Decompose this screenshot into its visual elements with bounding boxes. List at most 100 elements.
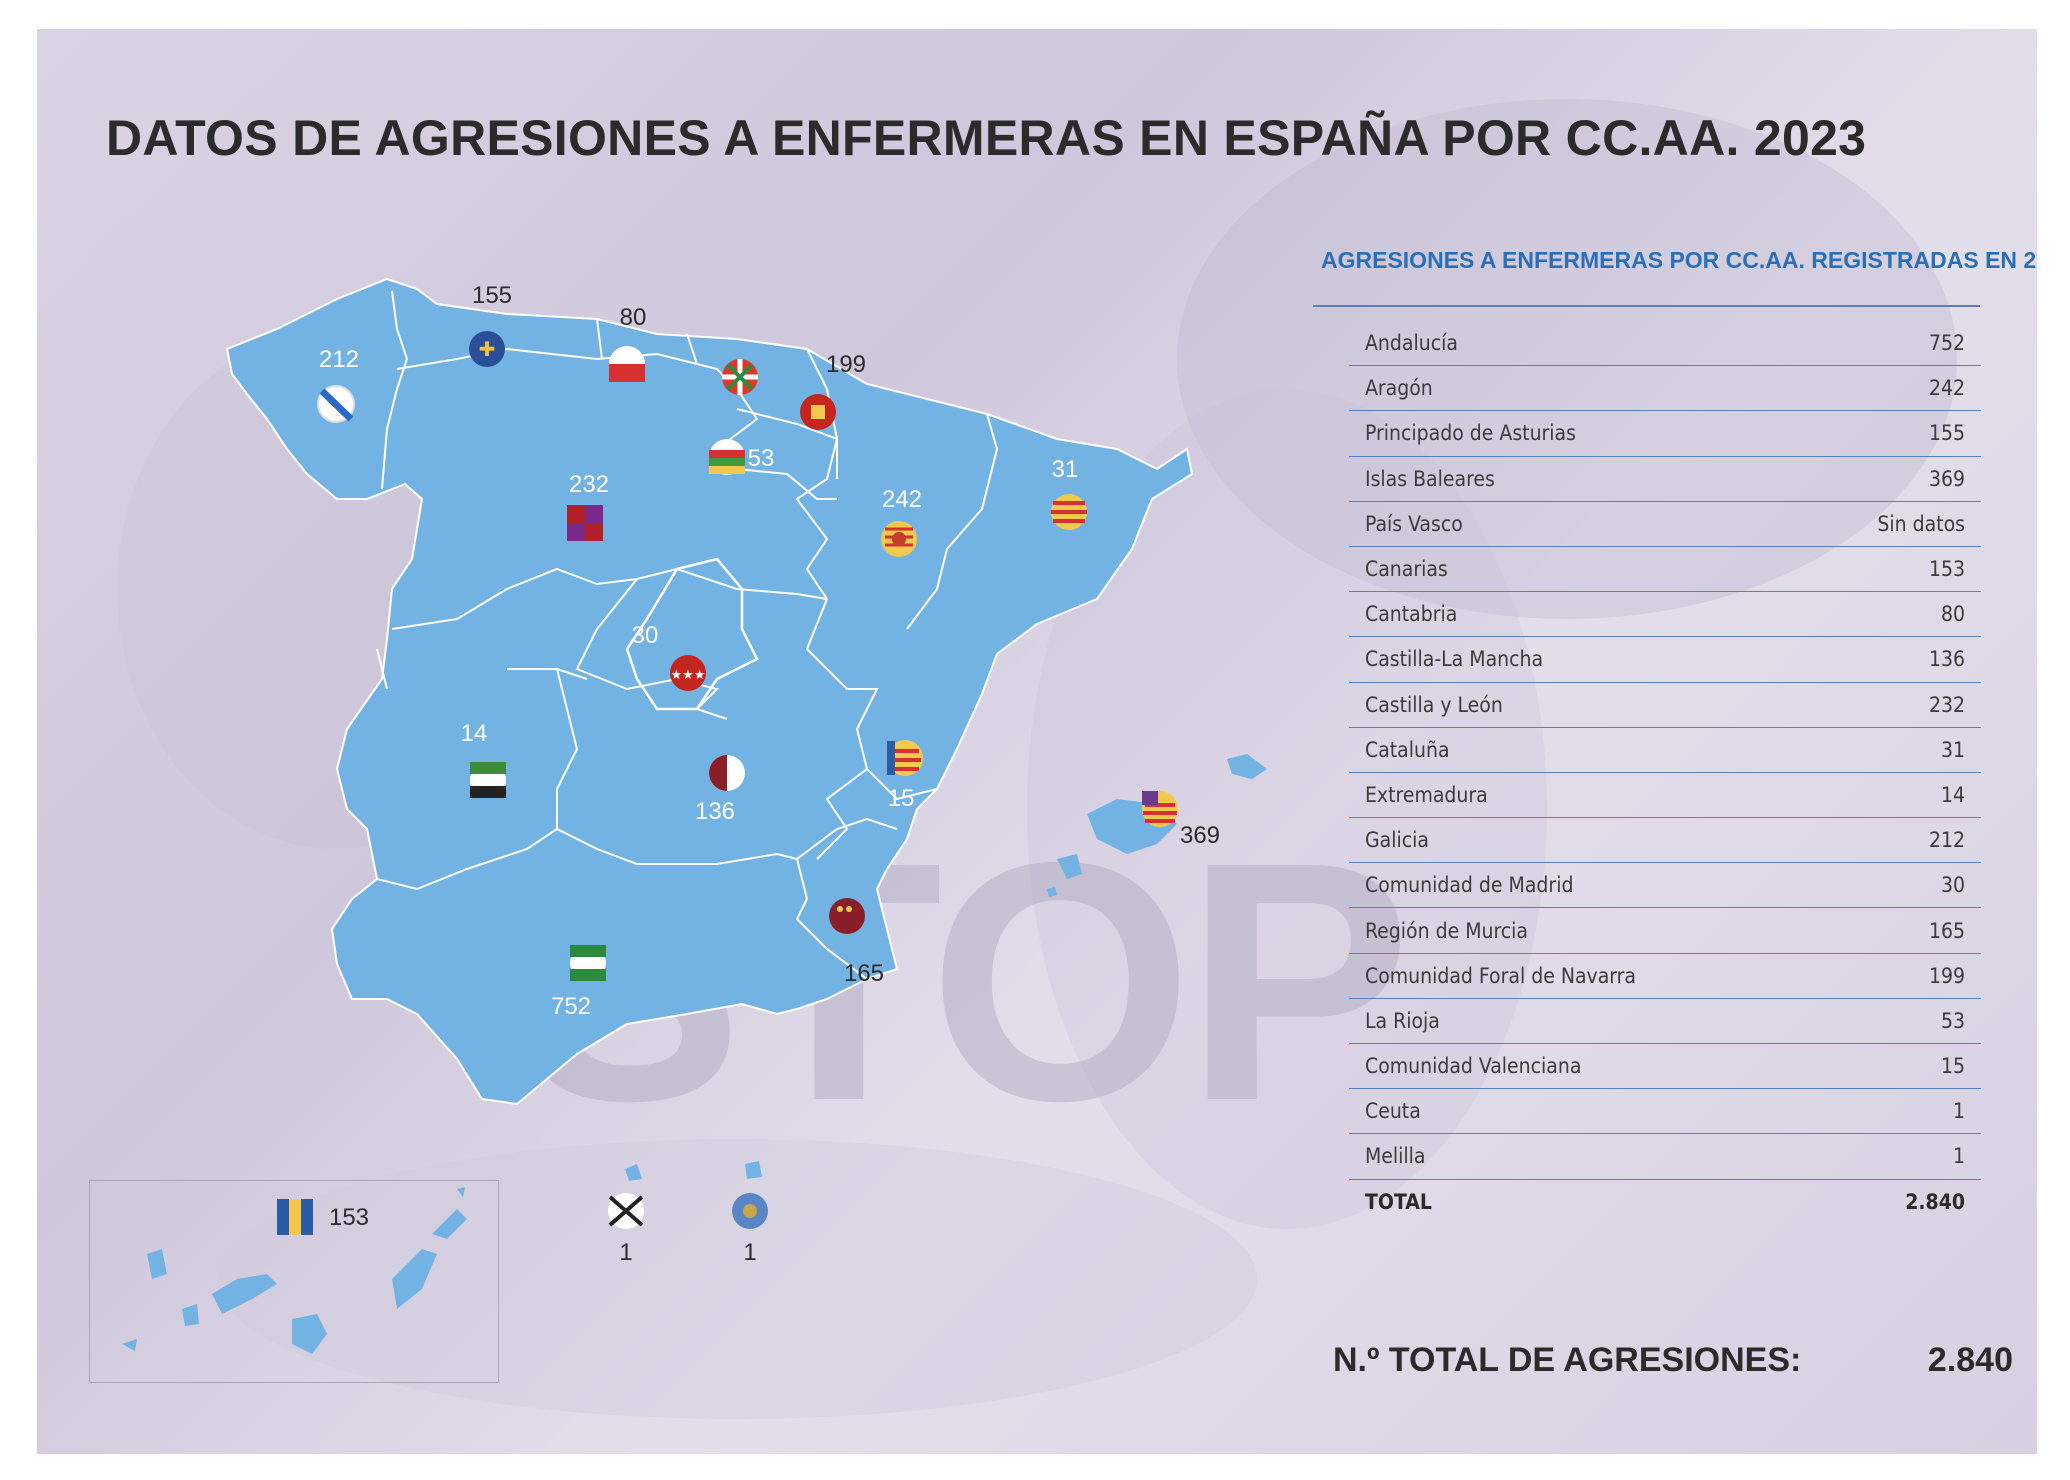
table-row: Ceuta 1 (1349, 1089, 1981, 1135)
cantabria-value: 80 (620, 304, 647, 331)
table-row: Castilla-La Mancha 136 (1349, 637, 1981, 683)
region-value: 53 (1940, 1008, 1965, 1033)
region-name: Canarias (1365, 557, 1448, 582)
region-name: Cataluña (1365, 737, 1450, 762)
region-value: 752 (1928, 331, 1965, 356)
grand-total-value: 2.840 (1927, 1341, 2013, 1379)
galicia-value: 212 (319, 346, 359, 373)
region-name: Castilla-La Mancha (1365, 647, 1544, 672)
aragon-value: 242 (882, 486, 922, 513)
ceuta-flag-icon (608, 1193, 644, 1229)
asturias-flag-icon: ✚ (469, 331, 505, 367)
valencia-flag-icon (887, 740, 923, 776)
region-name: Galicia (1365, 828, 1429, 853)
extremadura-value: 14 (461, 720, 488, 747)
ceuta-shape (625, 1164, 642, 1181)
table-row: Castilla y León 232 (1349, 683, 1981, 728)
total-value: 2.840 (1905, 1190, 1965, 1215)
canarias-islands (122, 1187, 467, 1354)
navarra-value: 199 (826, 351, 866, 378)
table-row: País Vasco Sin datos (1349, 502, 1981, 547)
la-rioja-flag-icon (709, 439, 745, 475)
murcia-value: 165 (844, 960, 884, 987)
table-row: Principado de Asturias 155 (1349, 411, 1981, 457)
canarias-flag-icon (277, 1199, 313, 1235)
table-row: Cataluña 31 (1349, 728, 1981, 773)
table-row: Canarias 153 (1349, 547, 1981, 593)
infographic-poster: STOP DATOS DE AGRESIONES A ENFERMERAS EN… (37, 29, 2037, 1454)
region-value: 31 (1940, 737, 1965, 762)
region-name: País Vasco (1365, 511, 1463, 536)
la-rioja-value: 53 (748, 445, 775, 472)
aragon-flag-icon (881, 521, 917, 557)
table-row: Galicia 212 (1349, 818, 1981, 864)
region-name: Islas Baleares (1365, 466, 1495, 491)
agresiones-table: Andalucía 752 Aragón 242 Principado de Ast… (1349, 321, 1981, 1225)
galicia-flag-icon (317, 385, 355, 423)
table-row: La Rioja 53 (1349, 999, 1981, 1044)
table-row: Comunidad de Madrid 30 (1349, 863, 1981, 909)
grand-total: N.º TOTAL DE AGRESIONES: 2.840 (1333, 1341, 2013, 1380)
region-value: 153 (1928, 557, 1965, 582)
flag-markers: ✚ ★★★ (277, 331, 1178, 1235)
region-name: La Rioja (1365, 1008, 1440, 1033)
region-value: 15 (1940, 1054, 1965, 1079)
andalucia-value: 752 (551, 993, 591, 1020)
region-name: Comunidad Valenciana (1365, 1054, 1582, 1079)
svg-text:✚: ✚ (479, 339, 496, 361)
canarias-inset-box (89, 1180, 499, 1383)
region-name: Melilla (1365, 1144, 1426, 1169)
pais-vasco-flag-icon (722, 359, 758, 395)
table-row: Melilla 1 (1349, 1134, 1981, 1180)
valencia-value: 15 (888, 785, 915, 812)
murcia-flag-icon (829, 898, 865, 934)
region-name: Principado de Asturias (1365, 421, 1576, 446)
table-row: Región de Murcia 165 (1349, 908, 1981, 954)
cataluna-value: 31 (1052, 456, 1079, 483)
baleares-value: 369 (1180, 822, 1220, 849)
andalucia-flag-icon (570, 945, 606, 981)
total-label: TOTAL (1365, 1190, 1432, 1215)
extremadura-flag-icon (470, 762, 506, 798)
region-borders (376, 290, 999, 980)
table-top-rule (1313, 305, 1980, 307)
navarra-flag-icon (800, 394, 836, 430)
region-name: Comunidad Foral de Navarra (1365, 963, 1637, 988)
melilla-flag-icon (732, 1193, 768, 1229)
cataluna-flag-icon (1051, 494, 1087, 530)
melilla-shape (745, 1161, 762, 1179)
region-value: 155 (1928, 421, 1965, 446)
region-name: Castilla y León (1365, 692, 1503, 717)
table-row: Andalucía 752 (1349, 321, 1981, 367)
asturias-value: 155 (472, 282, 512, 309)
region-value: 165 (1928, 918, 1965, 943)
region-value: 80 (1940, 602, 1965, 627)
madrid-outline (625, 557, 759, 711)
table-row: Comunidad Foral de Navarra 199 (1349, 954, 1981, 999)
table-row: Islas Baleares 369 (1349, 457, 1981, 502)
spain-map: ✚ ★★★ 212 155 80 199 53 232 (122, 277, 1267, 1354)
madrid-value: 30 (632, 622, 659, 649)
region-value: 30 (1940, 873, 1965, 898)
castilla-leon-flag-icon (567, 505, 603, 541)
background-photo: STOP (117, 99, 1957, 1419)
region-name: Extremadura (1365, 782, 1488, 807)
region-value: 232 (1928, 692, 1965, 717)
table-row: Extremadura 14 (1349, 773, 1981, 819)
castilla-la-mancha-flag-icon (709, 755, 745, 791)
svg-text:★★★: ★★★ (671, 667, 706, 682)
region-name: Aragón (1365, 376, 1433, 401)
table-row: Cantabria 80 (1349, 592, 1981, 638)
baleares-flag-icon (1142, 791, 1178, 827)
grand-total-label: N.º TOTAL DE AGRESIONES: (1333, 1341, 1802, 1379)
table-total-row: TOTAL 2.840 (1349, 1180, 1981, 1225)
region-name: Cantabria (1365, 602, 1458, 627)
region-value: 369 (1928, 466, 1965, 491)
region-name: Región de Murcia (1365, 918, 1529, 943)
region-value: Sin datos (1877, 511, 1965, 536)
map-value-labels: 212 155 80 199 53 232 242 31 30 14 136 1… (319, 282, 1220, 1266)
table-title: AGRESIONES A ENFERMERAS POR CC.AA. REGIS… (1321, 247, 2037, 273)
region-name: Ceuta (1365, 1099, 1421, 1124)
cantabria-flag-icon (609, 346, 645, 382)
region-value: 1 (1952, 1099, 1965, 1124)
